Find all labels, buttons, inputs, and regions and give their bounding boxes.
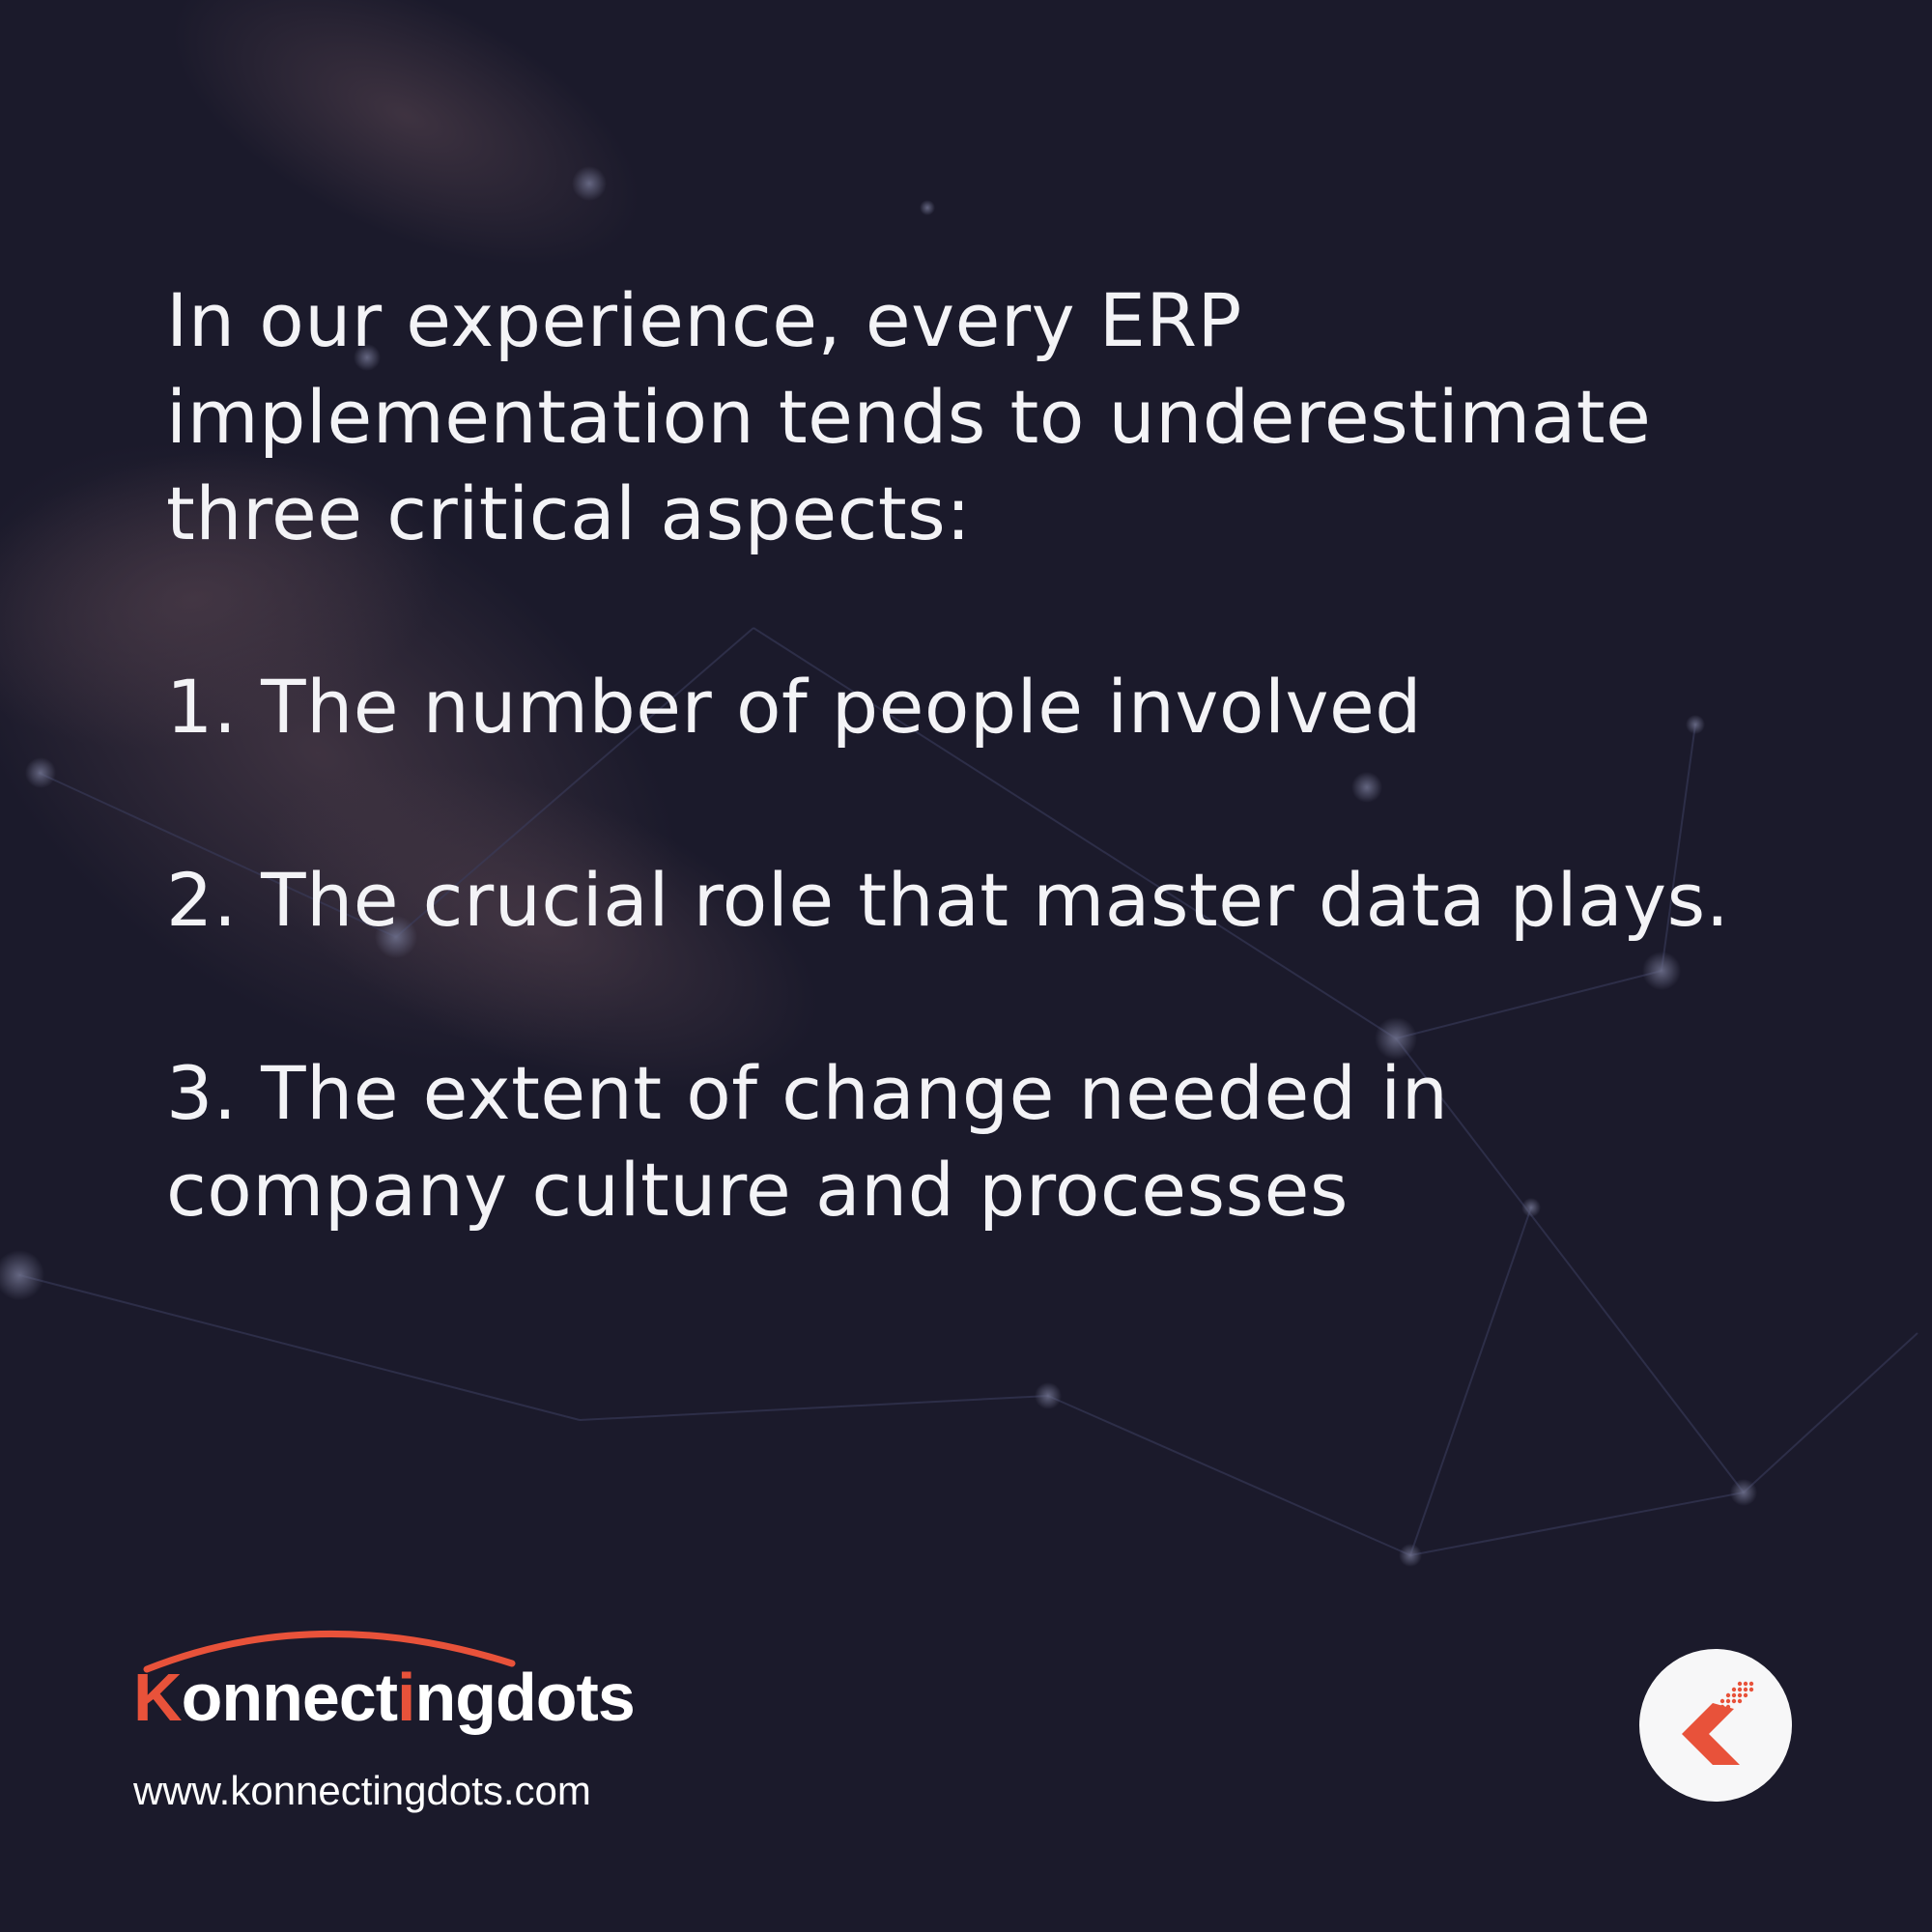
point-3: 3. The extent of change needed in compan… <box>166 1050 1449 1233</box>
logo-text-onnect: onnect <box>181 1660 398 1735</box>
intro-text: In our experience, every ERP implementat… <box>166 277 1652 556</box>
logo-letter-i: i <box>397 1660 415 1735</box>
konnectingdots-k-mark-icon <box>1639 1649 1792 1802</box>
logo-wordmark: Konnectingdots <box>133 1654 636 1741</box>
website-link[interactable]: www.konnectingdots.com <box>133 1768 591 1813</box>
point-1: 1. The number of people involved <box>166 664 1422 750</box>
logo-text-ngdots: ngdots <box>414 1660 635 1735</box>
brand-logo[interactable]: Konnectingdots <box>133 1625 636 1750</box>
post-text: In our experience, every ERP implementat… <box>166 272 1808 1238</box>
logo-letter-k: K <box>133 1660 183 1735</box>
logo-arc-icon <box>143 1631 516 1673</box>
point-2: 2. The crucial role that master data pla… <box>166 857 1730 943</box>
